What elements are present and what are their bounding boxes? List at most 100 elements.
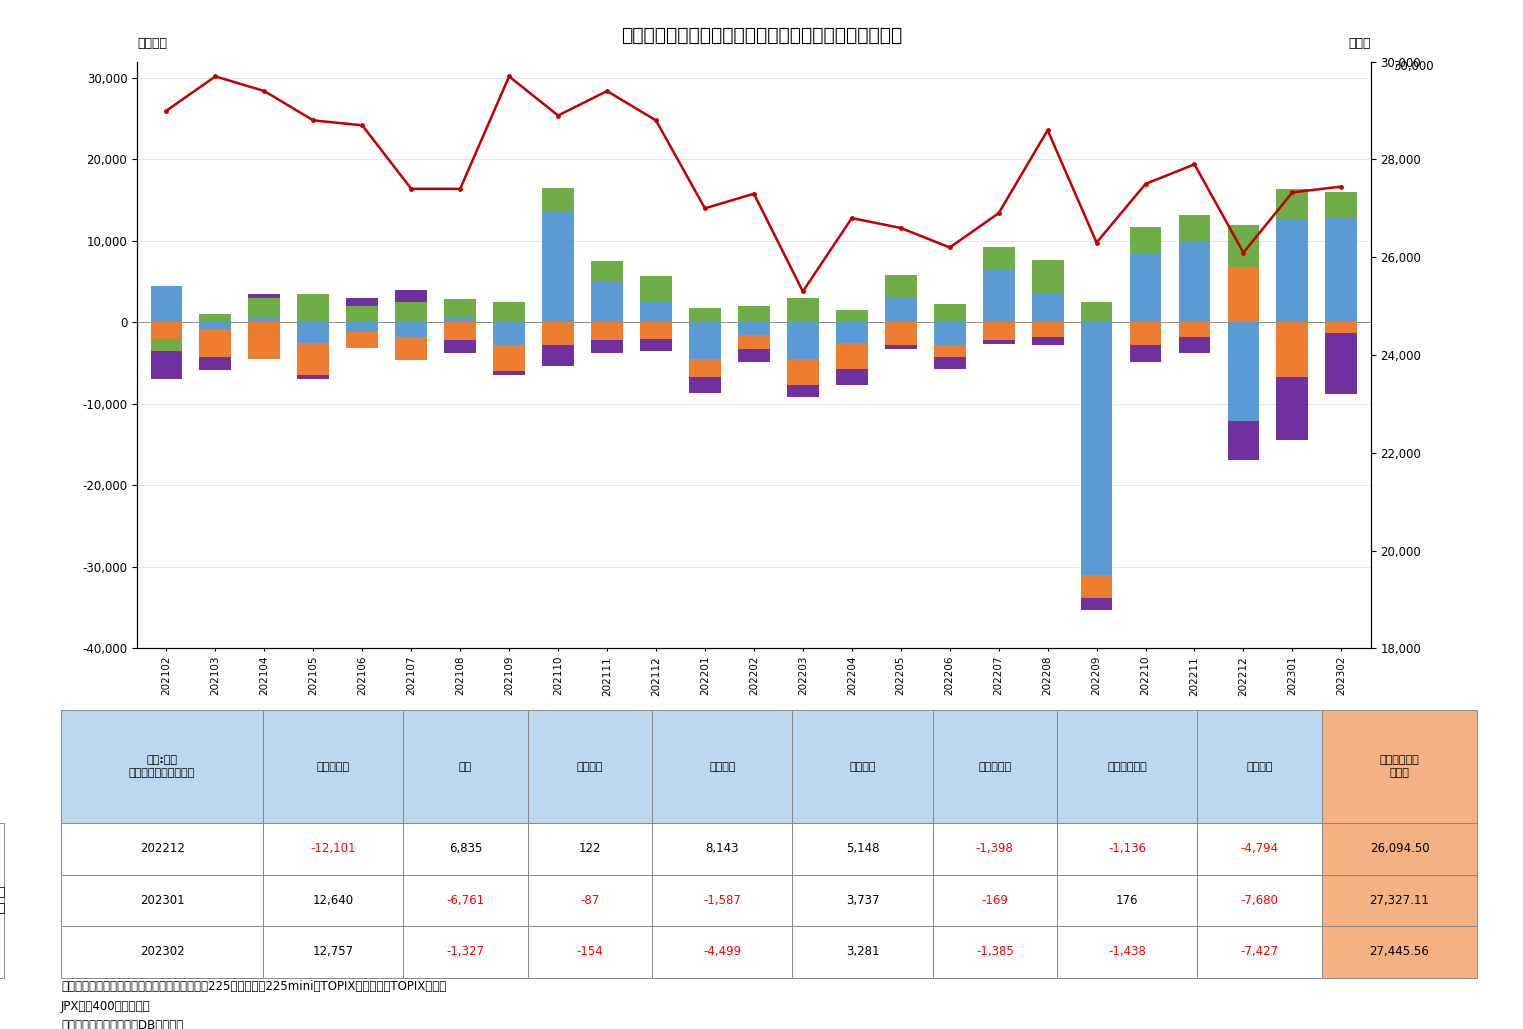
Text: 都銀・地銀等: 都銀・地銀等 — [1107, 761, 1147, 772]
Bar — [1130, 345, 1162, 361]
Bar — [1322, 710, 1477, 823]
Bar — [688, 308, 720, 322]
Bar — [591, 341, 623, 353]
Bar — [1197, 926, 1322, 978]
Bar — [739, 334, 769, 349]
Bar — [493, 322, 525, 345]
Text: 個人: 個人 — [458, 761, 472, 772]
Bar — [1276, 322, 1308, 378]
Bar — [396, 303, 426, 322]
Bar — [932, 926, 1057, 978]
Text: 26,094.50: 26,094.50 — [1369, 843, 1429, 855]
Text: 証券会社: 証券会社 — [577, 761, 603, 772]
Text: 202302: 202302 — [140, 946, 184, 958]
Bar — [1130, 227, 1162, 253]
Bar — [404, 710, 528, 823]
Text: 月
次: 月 次 — [0, 886, 5, 915]
Bar — [297, 322, 329, 343]
Bar — [61, 823, 263, 875]
Text: 3,737: 3,737 — [845, 894, 879, 907]
Bar — [792, 710, 932, 823]
Bar — [542, 322, 574, 345]
Bar — [836, 322, 868, 343]
Legend: 海外投資家, 個人, 事業法人, 信託銀行, 日経平均株価〈右軸〉: 海外投資家, 個人, 事業法人, 信託銀行, 日経平均株価〈右軸〉 — [568, 830, 940, 853]
Bar — [652, 710, 792, 823]
Text: -6,761: -6,761 — [446, 894, 484, 907]
Bar — [1228, 267, 1260, 322]
Bar — [591, 261, 623, 282]
Text: -1,136: -1,136 — [1109, 843, 1147, 855]
Bar — [445, 341, 477, 353]
Text: 176: 176 — [1116, 894, 1138, 907]
Text: 8,143: 8,143 — [705, 843, 739, 855]
Text: -169: -169 — [981, 894, 1008, 907]
Bar — [1322, 875, 1477, 926]
Bar — [640, 276, 672, 303]
Text: 27,445.56: 27,445.56 — [1369, 946, 1430, 958]
Bar — [591, 282, 623, 322]
Bar — [200, 322, 231, 329]
Bar — [688, 377, 720, 393]
Bar — [1031, 338, 1063, 345]
Bar — [493, 371, 525, 376]
Bar — [248, 298, 280, 318]
Text: -1,587: -1,587 — [704, 894, 742, 907]
Bar — [1228, 322, 1260, 421]
Text: 日経平均株価
（円）: 日経平均株価 （円） — [1380, 755, 1419, 778]
Bar — [61, 875, 263, 926]
Bar — [445, 298, 477, 317]
Bar — [1325, 333, 1357, 394]
Bar — [885, 322, 917, 345]
Bar — [263, 710, 404, 823]
Bar — [1057, 710, 1197, 823]
Bar — [1325, 191, 1357, 218]
Bar — [263, 823, 404, 875]
Bar — [1179, 241, 1211, 322]
Text: 生保・損保: 生保・損保 — [978, 761, 1011, 772]
Bar — [1081, 598, 1112, 610]
Bar — [493, 345, 525, 371]
Text: -1,398: -1,398 — [976, 843, 1014, 855]
Bar — [200, 329, 231, 357]
Bar — [200, 314, 231, 322]
Bar — [151, 351, 183, 380]
Text: -154: -154 — [577, 946, 603, 958]
Bar — [263, 926, 404, 978]
Text: 6,835: 6,835 — [449, 843, 483, 855]
Bar — [1276, 219, 1308, 322]
Bar — [1081, 303, 1112, 322]
Bar — [61, 710, 263, 823]
Bar — [787, 385, 819, 397]
Bar — [640, 339, 672, 351]
Bar — [248, 294, 280, 298]
Bar — [528, 710, 652, 823]
Bar — [396, 338, 426, 360]
Bar — [1057, 823, 1197, 875]
Bar — [652, 823, 792, 875]
Bar — [982, 247, 1014, 270]
Bar — [792, 875, 932, 926]
Bar — [652, 926, 792, 978]
Bar — [1322, 926, 1477, 978]
Bar — [688, 359, 720, 377]
Bar — [739, 349, 769, 361]
Bar — [640, 322, 672, 339]
Bar — [982, 270, 1014, 322]
Text: -1,327: -1,327 — [446, 946, 484, 958]
Text: 30,000: 30,000 — [1394, 61, 1435, 73]
Text: 単位:億円
（億円未満切り捨て）: 単位:億円 （億円未満切り捨て） — [129, 755, 195, 778]
Bar — [346, 332, 378, 349]
Text: 投資信託: 投資信託 — [710, 761, 736, 772]
Text: -1,385: -1,385 — [976, 946, 1014, 958]
Bar — [248, 318, 280, 322]
Bar — [200, 357, 231, 369]
Bar — [528, 823, 652, 875]
Bar — [934, 305, 966, 322]
Bar — [1197, 823, 1322, 875]
Bar — [151, 339, 183, 351]
Bar — [982, 341, 1014, 345]
Bar — [1179, 215, 1211, 241]
Bar — [1179, 322, 1211, 338]
Bar — [1031, 259, 1063, 294]
Bar — [1228, 224, 1260, 267]
